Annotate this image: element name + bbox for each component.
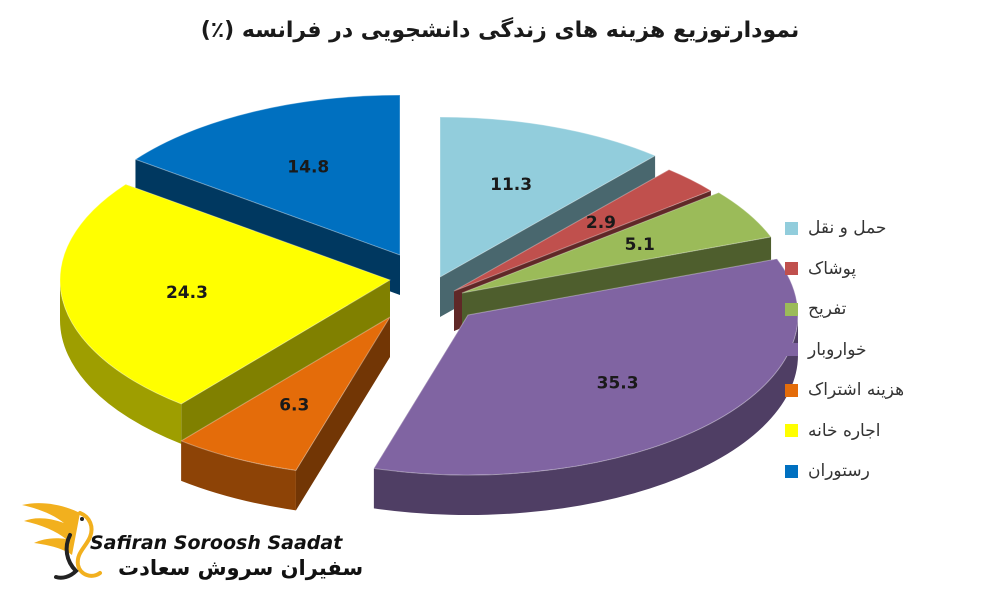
legend-item-0: حمل و نقل <box>785 208 925 249</box>
legend-label: اجاره خانه <box>808 420 881 441</box>
legend-swatch <box>785 424 798 438</box>
legend-label: هزینه اشتراک <box>808 380 905 401</box>
logo-text-fa: سفیران سروش سعادت <box>118 556 364 580</box>
data-label-5: 24.3 <box>166 283 208 303</box>
logo-text-en: Safiran Soroosh Saadat <box>90 532 343 554</box>
slice-4 <box>180 316 391 511</box>
data-label-3: 35.3 <box>597 374 639 394</box>
data-label-6: 14.8 <box>287 157 329 177</box>
legend-swatch <box>785 302 798 316</box>
legend-label: حمل و نقل <box>808 218 887 239</box>
legend-swatch <box>785 464 798 478</box>
data-label-0: 11.3 <box>490 175 532 195</box>
data-label-2: 5.1 <box>625 235 655 255</box>
legend: حمل و نقل پوشاک تفریح خواروبار هزینه اشتراک ا… <box>785 208 925 492</box>
legend-item-5: اجاره خانه <box>785 411 925 452</box>
legend-label: خواروبار <box>808 339 867 360</box>
legend-item-3: خواروبار <box>785 330 925 371</box>
legend-swatch <box>785 262 798 276</box>
legend-item-1: پوشاک <box>785 249 925 290</box>
legend-item-2: تفریح <box>785 289 925 330</box>
legend-item-4: هزینه اشتراک <box>785 370 925 411</box>
legend-swatch <box>785 221 798 235</box>
slice-3 <box>373 258 799 515</box>
legend-label: پوشاک <box>808 258 857 279</box>
legend-label: تفریح <box>808 299 847 320</box>
chart-title: نمودارتوزیع هزینه های زندگی دانشجویی در … <box>200 18 800 43</box>
legend-swatch <box>785 343 798 357</box>
legend-swatch <box>785 383 798 397</box>
data-label-1: 2.9 <box>586 213 616 233</box>
legend-label: رستوران <box>808 461 870 482</box>
bird-logo-icon <box>22 503 102 580</box>
legend-item-6: رستوران <box>785 451 925 492</box>
slice-5 <box>59 183 392 444</box>
data-label-4: 6.3 <box>279 396 309 416</box>
